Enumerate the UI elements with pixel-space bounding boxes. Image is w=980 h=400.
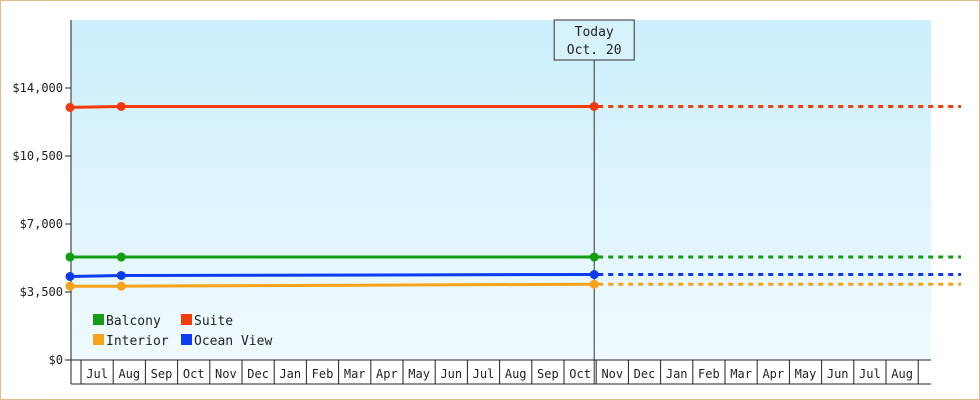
y-tick-label: $14,000 xyxy=(12,81,63,95)
today-box xyxy=(553,19,635,61)
data-point[interactable] xyxy=(589,252,599,262)
plot-background xyxy=(71,20,931,360)
x-tick-label: Sep xyxy=(151,367,173,381)
x-tick-label: Jun xyxy=(440,367,462,381)
data-point[interactable] xyxy=(65,271,75,281)
data-point[interactable] xyxy=(116,281,126,291)
x-tick-label: Dec xyxy=(634,367,656,381)
legend-label: Ocean View xyxy=(194,334,272,349)
x-tick-label: Aug xyxy=(891,367,913,381)
x-tick-label: Feb xyxy=(698,367,720,381)
x-tick-label: Jun xyxy=(827,367,849,381)
series-line-suite xyxy=(69,105,595,109)
data-point[interactable] xyxy=(116,101,126,111)
x-tick-label: Aug xyxy=(118,367,140,381)
data-point[interactable] xyxy=(589,279,599,289)
legend-label: Balcony xyxy=(106,314,161,329)
legend-label: Suite xyxy=(194,314,233,329)
legend-label: Interior xyxy=(106,334,169,349)
data-point[interactable] xyxy=(116,270,126,280)
x-tick-label: Apr xyxy=(376,367,398,381)
x-tick-label: Feb xyxy=(312,367,334,381)
x-tick-label: Jan xyxy=(666,367,688,381)
data-point[interactable] xyxy=(589,101,599,111)
x-tick-label: Jul xyxy=(86,367,108,381)
legend-swatch xyxy=(181,314,192,325)
y-tick-label: $7,000 xyxy=(20,217,63,231)
x-tick-label: Jul xyxy=(859,367,881,381)
y-tick-label: $10,500 xyxy=(12,149,63,163)
data-point[interactable] xyxy=(65,281,75,291)
x-tick-label: Mar xyxy=(730,367,752,381)
x-tick-label: May xyxy=(795,367,817,381)
x-tick-label: Mar xyxy=(344,367,366,381)
x-tick-label: Nov xyxy=(601,367,623,381)
x-tick-label: Oct xyxy=(183,367,205,381)
x-tick-label: Sep xyxy=(537,367,559,381)
x-tick-label: Oct xyxy=(569,367,591,381)
y-tick-label: $3,500 xyxy=(20,285,63,299)
data-point[interactable] xyxy=(589,270,599,280)
data-point[interactable] xyxy=(65,102,75,112)
legend-swatch xyxy=(181,334,192,345)
x-tick-label: Dec xyxy=(247,367,269,381)
x-tick-label: Jan xyxy=(279,367,301,381)
y-tick-label: $0 xyxy=(49,353,63,367)
data-point[interactable] xyxy=(65,252,75,262)
today-label: Today xyxy=(575,25,614,40)
data-point[interactable] xyxy=(116,252,126,262)
x-tick-label: Aug xyxy=(505,367,527,381)
x-tick-label: May xyxy=(408,367,430,381)
legend-swatch xyxy=(93,334,104,345)
today-date-label: Oct. 20 xyxy=(567,43,622,58)
x-tick-label: Jul xyxy=(473,367,495,381)
legend-swatch xyxy=(93,314,104,325)
x-tick-label: Nov xyxy=(215,367,237,381)
x-tick-label: Apr xyxy=(762,367,784,381)
